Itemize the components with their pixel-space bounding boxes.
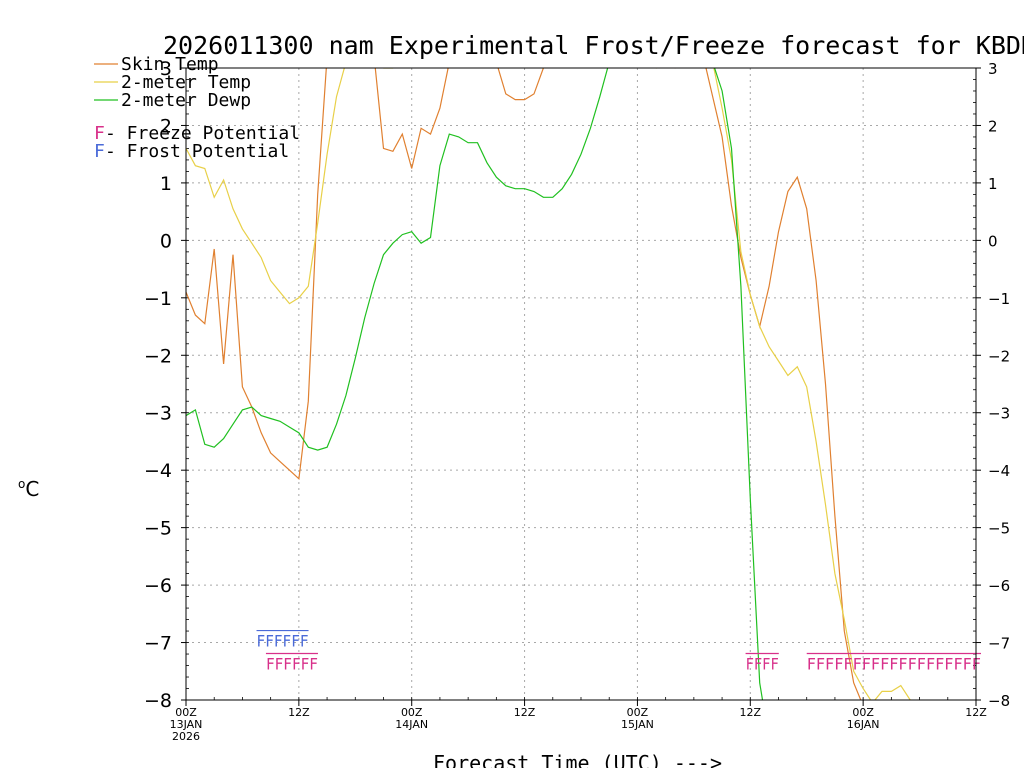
y-tick-label-left: −8: [144, 690, 172, 712]
y-tick-label-left: 1: [160, 173, 172, 195]
y-tick-label-left: −3: [144, 403, 172, 425]
y-tick-label-right: −2: [988, 347, 1010, 365]
series-lines: [186, 68, 911, 700]
x-tick-label-year: 2026: [172, 730, 200, 743]
x-tick-label-date: 13JAN: [170, 718, 203, 731]
x-tick-label-date: 16JAN: [847, 718, 880, 731]
freeze-flag-letters: FFFF: [746, 655, 779, 674]
y-axis-ticks: 3 3 2 2 1 1 0 0 −1 −1 −2 −2 −3 −3 −4 −4 −5 −5 −6 −6 −7 −7 −8 −8: [144, 58, 1010, 712]
frost-flag-letters: FFFFFF: [257, 632, 309, 651]
frost-freeze-flags: FFFFFFFFFFFF FFFF FFFFFFFFFFFFFFFFFFF: [256, 629, 981, 674]
x-tick-label-time: 12Z: [514, 706, 536, 719]
y-tick-label-right: −6: [988, 577, 1010, 595]
series-line-skin-temp: [186, 68, 862, 700]
y-tick-label-right: −8: [988, 692, 1010, 710]
legend-potential-symbol: F: [94, 141, 105, 162]
y-tick-label-left: 2: [160, 115, 172, 137]
y-tick-label-right: 1: [988, 175, 998, 193]
chart-title: 2026011300 nam Experimental Frost/Freeze…: [163, 31, 1024, 60]
series-line-2-meter-temp: [186, 68, 911, 700]
y-tick-label-left: 0: [160, 230, 172, 252]
y-tick-label-left: −5: [144, 518, 172, 540]
y-tick-label-left: −1: [144, 288, 172, 310]
y-tick-label-right: 0: [988, 232, 998, 250]
x-tick-label-time: 00Z: [401, 706, 423, 719]
x-axis-label: Forecast Time (UTC) --->: [433, 751, 722, 768]
legend-potential-label: - Freeze Potential: [105, 123, 300, 144]
y-tick-label-right: −5: [988, 520, 1010, 538]
x-tick-label-time: 00Z: [852, 706, 874, 719]
series-line-2-meter-dewp: [186, 68, 764, 700]
freeze-flag-letters: FFFFFF: [266, 655, 318, 674]
x-tick-label-date: 14JAN: [395, 718, 428, 731]
y-axis-label-degree: o: [18, 477, 25, 491]
plot-frame: [185, 67, 977, 701]
legend-entry-label: Skin Temp: [121, 54, 219, 75]
x-tick-label-time: 00Z: [627, 706, 649, 719]
grid-lines: [186, 68, 976, 700]
y-axis-label: oC: [18, 477, 39, 501]
y-tick-label-left: −2: [144, 345, 172, 367]
legend-entry-label: 2-meter Dewp: [121, 90, 251, 111]
y-tick-label-left: −6: [144, 575, 172, 597]
x-tick-label-time: 12Z: [740, 706, 762, 719]
y-tick-label-right: 3: [988, 60, 998, 78]
x-tick-label-time: 12Z: [965, 706, 987, 719]
y-tick-label-right: −1: [988, 290, 1010, 308]
y-axis-label-unit: C: [25, 477, 39, 501]
y-tick-label-left: 3: [160, 58, 172, 80]
legend-potential-symbol: F: [94, 123, 105, 144]
y-tick-label-left: −7: [144, 633, 172, 655]
y-tick-label-right: −7: [988, 635, 1010, 653]
y-tick-label-right: −3: [988, 405, 1010, 423]
legend-potential-label: - Frost Potential: [105, 141, 289, 162]
y-tick-label-right: −4: [988, 462, 1010, 480]
y-tick-label-right: 2: [988, 117, 998, 135]
freeze-flag-letters: FFFFFFFFFFFFFFFFFFF: [807, 655, 981, 674]
y-tick-label-left: −4: [144, 460, 172, 482]
legend-entry-label: 2-meter Temp: [121, 72, 251, 93]
x-tick-label-time: 00Z: [175, 706, 197, 719]
x-tick-label-date: 15JAN: [621, 718, 654, 731]
x-tick-label-time: 12Z: [288, 706, 310, 719]
